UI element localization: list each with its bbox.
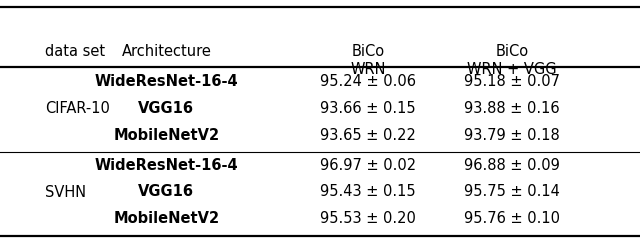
Text: WideResNet-16-4: WideResNet-16-4 — [95, 74, 238, 89]
Text: 95.53 ± 0.20: 95.53 ± 0.20 — [320, 211, 416, 226]
Text: MobileNetV2: MobileNetV2 — [113, 128, 220, 143]
Text: CIFAR-10: CIFAR-10 — [45, 101, 109, 116]
Text: 95.75 ± 0.14: 95.75 ± 0.14 — [464, 184, 560, 199]
Text: MobileNetV2: MobileNetV2 — [113, 211, 220, 226]
Text: 96.97 ± 0.02: 96.97 ± 0.02 — [320, 158, 416, 173]
Text: BiCo
WRN: BiCo WRN — [350, 44, 386, 77]
Text: VGG16: VGG16 — [138, 184, 195, 199]
Text: 95.24 ± 0.06: 95.24 ± 0.06 — [320, 74, 416, 89]
Text: 93.65 ± 0.22: 93.65 ± 0.22 — [320, 128, 416, 143]
Text: 95.43 ± 0.15: 95.43 ± 0.15 — [320, 184, 416, 199]
Text: data set: data set — [45, 44, 105, 59]
Text: Architecture: Architecture — [122, 44, 211, 59]
Text: VGG16: VGG16 — [138, 101, 195, 116]
Text: SVHN: SVHN — [45, 185, 86, 200]
Text: 96.88 ± 0.09: 96.88 ± 0.09 — [464, 158, 560, 173]
Text: 93.66 ± 0.15: 93.66 ± 0.15 — [320, 101, 416, 116]
Text: 93.88 ± 0.16: 93.88 ± 0.16 — [464, 101, 560, 116]
Text: 95.18 ± 0.07: 95.18 ± 0.07 — [464, 74, 560, 89]
Text: 93.79 ± 0.18: 93.79 ± 0.18 — [464, 128, 560, 143]
Text: WideResNet-16-4: WideResNet-16-4 — [95, 158, 238, 173]
Text: BiCo
WRN + VGG: BiCo WRN + VGG — [467, 44, 557, 77]
Text: 95.76 ± 0.10: 95.76 ± 0.10 — [464, 211, 560, 226]
